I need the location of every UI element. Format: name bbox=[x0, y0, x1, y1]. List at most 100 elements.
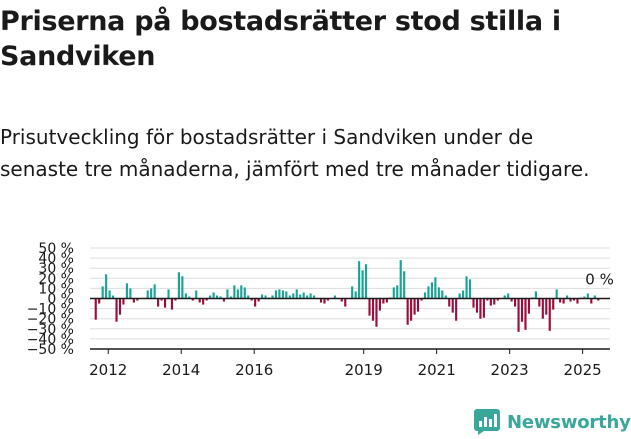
bar bbox=[503, 295, 506, 299]
bar bbox=[167, 289, 170, 299]
bar bbox=[489, 298, 492, 306]
bar bbox=[455, 298, 458, 321]
bar bbox=[482, 298, 485, 318]
bar bbox=[340, 298, 343, 302]
bar bbox=[572, 298, 576, 301]
bar bbox=[188, 296, 191, 299]
bar bbox=[240, 285, 243, 299]
bar bbox=[129, 288, 132, 299]
bar bbox=[354, 291, 357, 299]
bar bbox=[364, 264, 368, 299]
x-tick-label: 2021 bbox=[418, 361, 456, 379]
bar bbox=[392, 287, 395, 299]
y-tick-label: −20 % bbox=[27, 312, 74, 328]
bar bbox=[98, 298, 101, 304]
bar bbox=[451, 298, 454, 313]
bar bbox=[94, 298, 97, 320]
bar bbox=[302, 292, 305, 299]
bar bbox=[361, 270, 364, 299]
bar bbox=[413, 298, 416, 315]
bar bbox=[281, 290, 284, 299]
bar bbox=[257, 298, 260, 302]
bar bbox=[441, 290, 444, 299]
bar bbox=[371, 298, 375, 321]
y-tick-label: 40 % bbox=[38, 251, 74, 267]
bar bbox=[191, 298, 194, 301]
bar bbox=[254, 298, 257, 307]
bar bbox=[243, 287, 246, 299]
bar bbox=[420, 298, 423, 301]
bar bbox=[261, 294, 264, 299]
bar bbox=[597, 298, 600, 301]
bar bbox=[177, 272, 180, 299]
bar bbox=[309, 293, 312, 299]
x-tick-label: 2023 bbox=[491, 361, 529, 379]
y-tick-label: 20 % bbox=[38, 271, 74, 287]
bar bbox=[160, 298, 163, 301]
bar bbox=[132, 298, 135, 303]
bar bbox=[233, 285, 236, 299]
bar bbox=[406, 298, 409, 325]
bar bbox=[111, 295, 115, 299]
bar bbox=[163, 298, 167, 308]
bar bbox=[541, 298, 544, 319]
bar bbox=[576, 298, 579, 304]
bar bbox=[496, 298, 499, 301]
bar bbox=[184, 293, 187, 299]
bar bbox=[368, 298, 371, 316]
bar bbox=[538, 298, 541, 307]
bar bbox=[590, 298, 593, 304]
bar bbox=[486, 298, 489, 301]
y-tick-label: 50 % bbox=[38, 241, 74, 257]
bar bbox=[427, 286, 430, 299]
bar bbox=[430, 282, 433, 299]
bar bbox=[292, 293, 295, 299]
x-tick-label: 2014 bbox=[162, 361, 200, 379]
bar bbox=[212, 292, 215, 299]
bar bbox=[493, 298, 496, 305]
bar bbox=[552, 298, 555, 310]
bar bbox=[136, 298, 139, 301]
bar bbox=[416, 298, 420, 312]
bar bbox=[170, 298, 174, 310]
bar bbox=[150, 288, 153, 299]
bar bbox=[437, 287, 440, 299]
bar bbox=[593, 295, 596, 299]
bar bbox=[209, 295, 212, 299]
bar bbox=[527, 298, 531, 314]
bar bbox=[215, 295, 219, 299]
bar bbox=[285, 291, 288, 299]
bar bbox=[517, 298, 520, 332]
bar bbox=[229, 296, 232, 299]
bar bbox=[396, 285, 399, 299]
bar bbox=[559, 298, 562, 303]
bar bbox=[586, 293, 589, 299]
bar bbox=[278, 289, 281, 299]
y-tick-label: 0 % bbox=[47, 292, 74, 308]
bar bbox=[101, 286, 104, 299]
bar bbox=[385, 298, 388, 303]
bar bbox=[548, 298, 551, 331]
latest-value-annotation: 0 % bbox=[585, 271, 614, 289]
bar bbox=[250, 298, 253, 301]
bar bbox=[403, 271, 406, 299]
y-tick-label: 30 % bbox=[38, 261, 74, 277]
bar bbox=[288, 295, 291, 299]
bar bbox=[562, 298, 565, 304]
bar bbox=[507, 293, 510, 299]
bar bbox=[226, 289, 229, 299]
bar bbox=[202, 298, 205, 305]
bar bbox=[465, 276, 468, 299]
y-tick-label: −30 % bbox=[27, 322, 74, 338]
bar bbox=[313, 295, 316, 299]
x-tick-label: 2012 bbox=[89, 361, 127, 379]
bar bbox=[344, 298, 347, 307]
y-axis-tick-labels: 50 %40 %30 %20 %10 %0 %−10 %−20 %−30 %−4… bbox=[27, 241, 74, 358]
bar-chart: 50 %40 %30 %20 %10 %0 %−10 %−20 %−30 %−4… bbox=[27, 241, 614, 379]
bar bbox=[146, 290, 149, 299]
bar bbox=[108, 290, 111, 299]
bar bbox=[299, 294, 302, 299]
bar bbox=[274, 290, 278, 299]
bar-chart-logo-icon bbox=[474, 409, 500, 435]
bar bbox=[198, 298, 201, 303]
